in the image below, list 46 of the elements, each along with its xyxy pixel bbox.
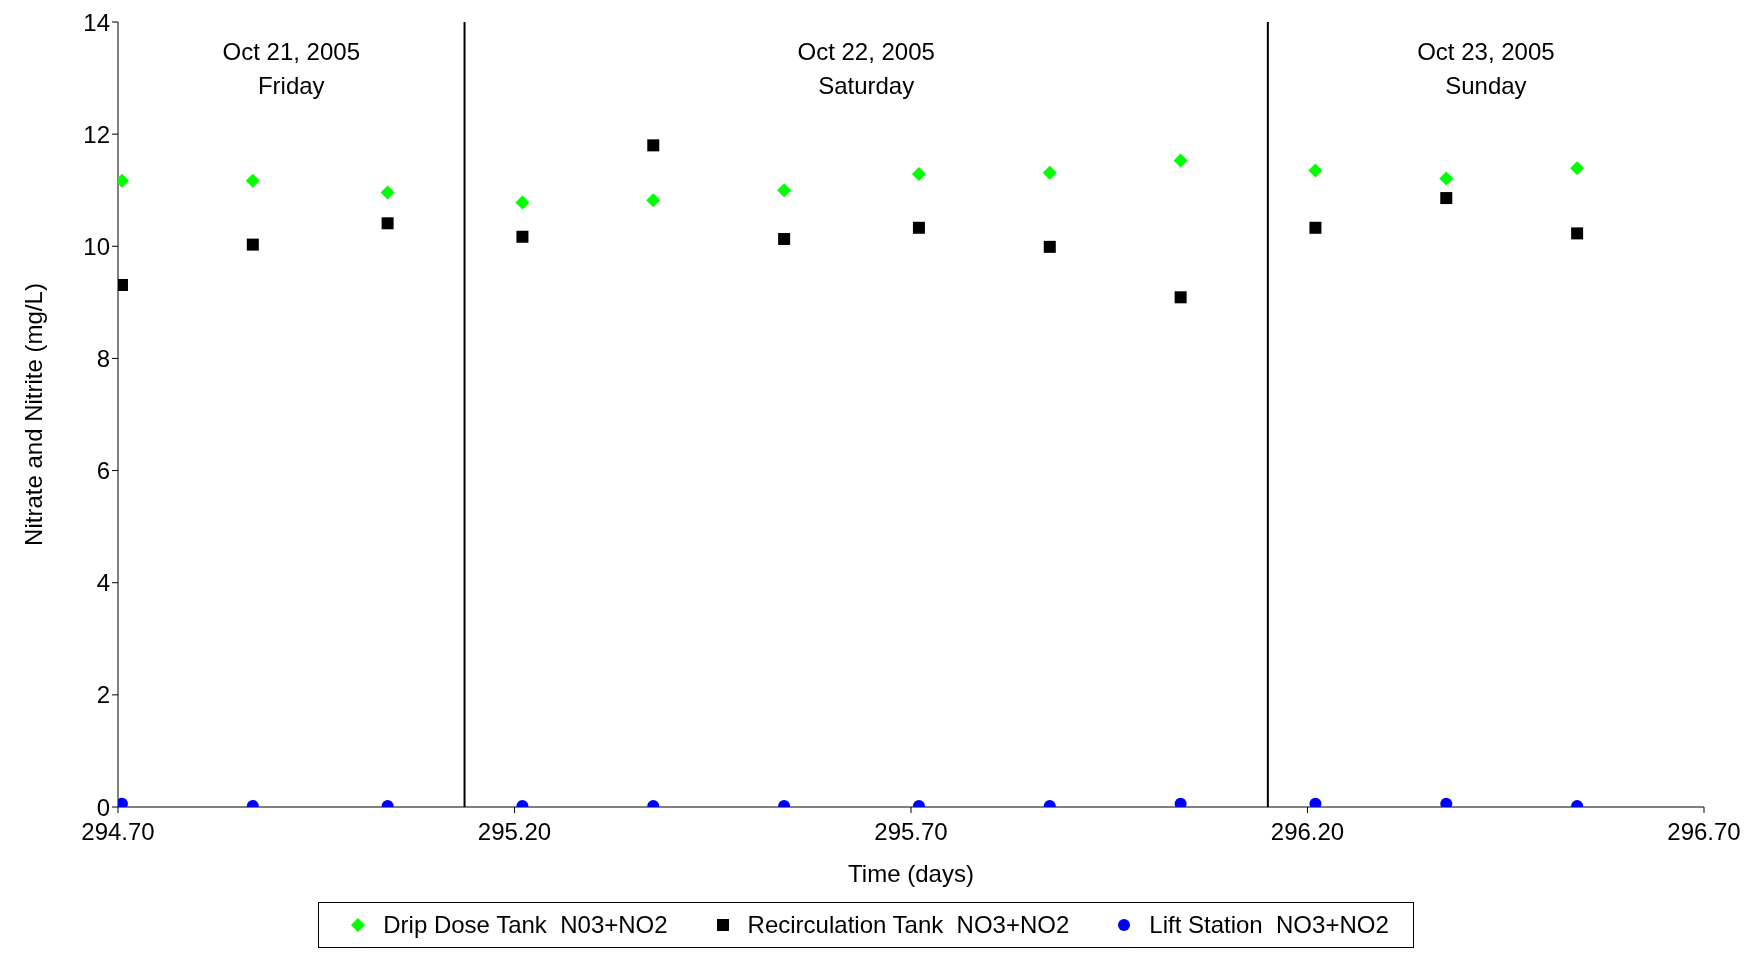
point xyxy=(1439,171,1454,186)
y-tick-label: 4 xyxy=(96,569,110,597)
legend-label: Recirculation Tank NO3+NO2 xyxy=(747,911,1070,939)
point xyxy=(516,230,529,243)
y-tick-label: 12 xyxy=(83,120,110,148)
point xyxy=(1440,192,1453,205)
point xyxy=(1571,227,1584,240)
point xyxy=(1440,797,1453,807)
legend-label: Lift Station NO3+NO2 xyxy=(1149,911,1389,939)
y-tick-label: 6 xyxy=(96,457,110,485)
point xyxy=(777,183,792,198)
point xyxy=(647,139,660,152)
point xyxy=(1043,240,1056,253)
point xyxy=(1570,161,1585,176)
point xyxy=(515,195,530,210)
point xyxy=(381,217,394,230)
annotation: Oct 21, 2005 Friday xyxy=(222,38,360,99)
point xyxy=(380,185,395,200)
x-tick-label: 295.20 xyxy=(477,818,552,846)
x-tick-label: 294.70 xyxy=(81,818,155,846)
y-tick-label: 10 xyxy=(83,232,110,260)
point xyxy=(1309,221,1322,234)
point xyxy=(646,193,661,208)
point xyxy=(1308,163,1323,178)
point xyxy=(245,173,260,188)
annotation: Oct 23, 2005 Sunday xyxy=(1417,38,1555,99)
point xyxy=(911,166,926,181)
point xyxy=(1309,797,1322,807)
point xyxy=(1042,165,1057,180)
y-tick-label: 2 xyxy=(96,681,110,709)
point xyxy=(1173,153,1188,168)
annotation: Oct 22, 2005 Saturday xyxy=(797,38,935,99)
x-tick-label: 296.70 xyxy=(1667,818,1741,846)
point xyxy=(1174,797,1187,807)
y-tick-label: 0 xyxy=(96,793,110,821)
x-tick-label: 296.20 xyxy=(1270,818,1345,846)
y-tick-label: 14 xyxy=(83,8,110,36)
y-axis-title: Nitrate and Nitrite (mg/L) xyxy=(19,283,47,546)
legend-label: Drip Dose Tank N03+NO2 xyxy=(383,911,668,939)
point xyxy=(1174,291,1187,304)
point xyxy=(912,221,925,234)
x-axis-title: Time (days) xyxy=(848,860,974,887)
point xyxy=(246,238,259,251)
y-tick-label: 8 xyxy=(96,344,110,372)
point xyxy=(778,233,791,245)
x-tick-label: 295.70 xyxy=(874,818,948,846)
